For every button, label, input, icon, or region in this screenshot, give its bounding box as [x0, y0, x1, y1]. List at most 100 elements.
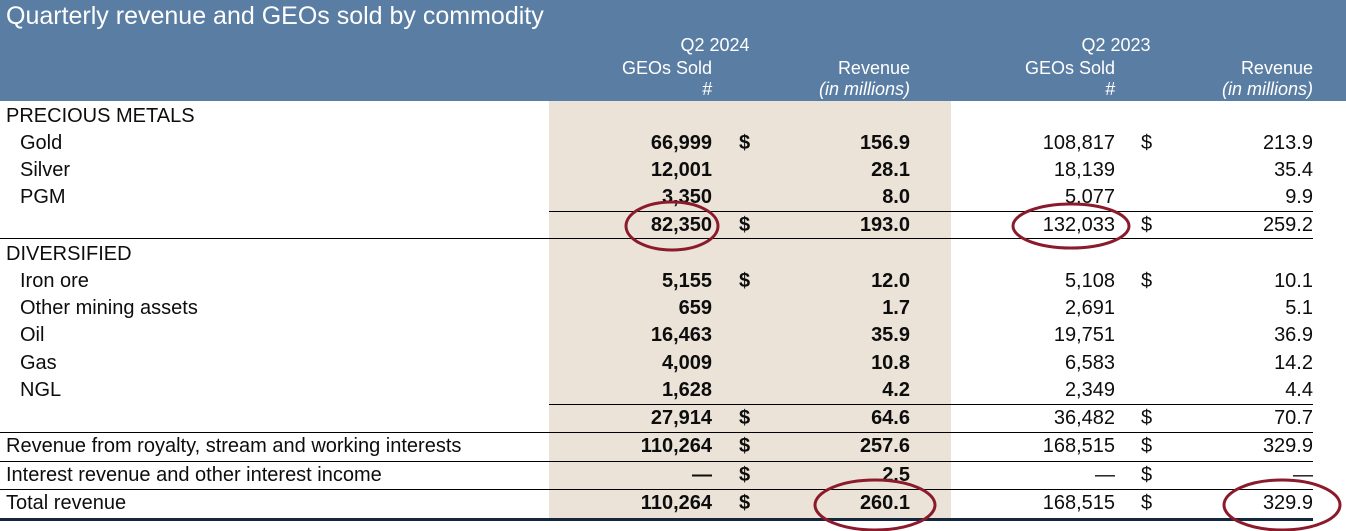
period-q2-2023: Q2 2023	[1081, 35, 1151, 55]
subtotal-row-diversified: 27,914 $ 64.6 36,482 $ 70.7	[0, 405, 1346, 432]
revenue-header-2024: Revenue	[837, 58, 910, 78]
total-rule	[0, 489, 1313, 490]
geos-2024: 1,628	[661, 379, 712, 401]
geos-unit-header-2023: #	[1104, 79, 1115, 99]
table-row: Other mining assets 659 1.7 2,691 5.1	[0, 295, 1346, 322]
dollar-2024: $	[739, 132, 751, 154]
geos-2023: 36,482	[1053, 407, 1115, 429]
revenue-2023: 36.9	[1274, 324, 1313, 346]
dollar-2024: $	[739, 435, 751, 457]
table-header: Quarterly revenue and GEOs sold by commo…	[0, 0, 1346, 101]
section-label: PRECIOUS METALS	[6, 105, 195, 127]
row-label: Iron ore	[20, 270, 89, 292]
geos-2024: 27,914	[650, 407, 712, 429]
row-label: Silver	[20, 159, 71, 181]
bottom-rule	[0, 518, 1313, 521]
revenue-unit-header-2023: (in millions)	[1221, 79, 1313, 99]
revenue-2024: 64.6	[871, 407, 910, 429]
section-label: DIVERSIFIED	[6, 243, 132, 265]
revenue-2024: 1.7	[882, 297, 910, 319]
section-row-precious-metals: PRECIOUS METALS	[0, 103, 1346, 130]
geos-2023: —	[1095, 464, 1115, 486]
row-label: NGL	[20, 379, 62, 401]
dollar-2023: $	[1141, 407, 1153, 429]
table-row-total-revenue: Total revenue 110,264 $ 260.1 168,515 $ …	[0, 490, 1346, 517]
table-row: Gold 66,999 $ 156.9 108,817 $ 213.9	[0, 130, 1346, 157]
revenue-unit-header-2024: (in millions)	[818, 79, 910, 99]
revenue-2024: 193.0	[859, 214, 910, 236]
table-row-interest-revenue: Interest revenue and other interest inco…	[0, 462, 1346, 489]
dollar-2023: $	[1141, 464, 1153, 486]
dollar-2024: $	[739, 464, 751, 486]
row-label: Total revenue	[6, 492, 127, 514]
geos-2024: 82,350	[650, 214, 712, 236]
table-row: Gas 4,009 10.8 6,583 14.2	[0, 350, 1346, 377]
geos-2023: 19,751	[1053, 324, 1115, 346]
revenue-2024: 257.6	[859, 435, 910, 457]
dollar-2023: $	[1141, 214, 1153, 236]
dollar-2023: $	[1141, 270, 1153, 292]
revenue-2023: 4.4	[1285, 379, 1313, 401]
dollar-2024: $	[739, 492, 751, 514]
revenue-2024: 156.9	[859, 132, 910, 154]
revenue-2023: 213.9	[1262, 132, 1313, 154]
revenue-2024: 35.9	[871, 324, 910, 346]
row-rule	[0, 461, 1313, 462]
revenue-2023: 35.4	[1274, 159, 1313, 181]
table-row: NGL 1,628 4.2 2,349 4.4	[0, 377, 1346, 404]
table-row: Silver 12,001 28.1 18,139 35.4	[0, 157, 1346, 184]
geos-2023: 6,583	[1064, 352, 1115, 374]
geos-2024: 110,264	[640, 435, 712, 457]
section-rule	[0, 238, 1313, 239]
revenue-2023: 14.2	[1274, 352, 1313, 374]
revenue-2023: 5.1	[1285, 297, 1313, 319]
revenue-2023: 70.7	[1274, 407, 1313, 429]
geos-2024: —	[692, 464, 712, 486]
revenue-2024: 2.5	[882, 464, 910, 486]
subtotal-row-precious-metals: 82,350 $ 193.0 132,033 $ 259.2	[0, 212, 1346, 239]
revenue-header-2023: Revenue	[1240, 58, 1313, 78]
geos-2023: 2,349	[1064, 379, 1115, 401]
table-row: Iron ore 5,155 $ 12.0 5,108 $ 10.1	[0, 268, 1346, 295]
row-label: Gas	[20, 352, 57, 374]
geos-sold-header-2024: GEOs Sold	[621, 58, 712, 78]
geos-2024: 66,999	[650, 132, 712, 154]
row-label: Interest revenue and other interest inco…	[6, 464, 382, 486]
table-row: Oil 16,463 35.9 19,751 36.9	[0, 322, 1346, 349]
geos-2024: 16,463	[650, 324, 712, 346]
revenue-2023: 259.2	[1262, 214, 1313, 236]
geos-2023: 5,077	[1064, 186, 1115, 208]
geos-2024: 5,155	[661, 270, 712, 292]
subtotal-rule	[549, 404, 1313, 405]
section-row-diversified: DIVERSIFIED	[0, 241, 1346, 268]
dollar-2024: $	[739, 270, 751, 292]
geos-2024: 3,350	[661, 186, 712, 208]
row-label: Revenue from royalty, stream and working…	[6, 435, 462, 457]
geos-2023: 18,139	[1053, 159, 1115, 181]
geos-unit-header-2024: #	[701, 79, 712, 99]
row-label: Other mining assets	[20, 297, 198, 319]
revenue-2023: 329.9	[1262, 492, 1313, 514]
table-row-royalty-revenue: Revenue from royalty, stream and working…	[0, 433, 1346, 460]
table-row: PGM 3,350 8.0 5,077 9.9	[0, 184, 1346, 211]
dollar-2024: $	[739, 214, 751, 236]
dollar-2023: $	[1141, 132, 1153, 154]
dollar-2023: $	[1141, 435, 1153, 457]
geos-sold-header-2023: GEOs Sold	[1024, 58, 1115, 78]
revenue-2024: 28.1	[871, 159, 910, 181]
dollar-2023: $	[1141, 492, 1153, 514]
revenue-2024: 4.2	[882, 379, 910, 401]
revenue-2024: 260.1	[859, 492, 910, 514]
revenue-2023: 329.9	[1262, 435, 1313, 457]
subtotal-rule	[549, 211, 1313, 212]
dollar-2024: $	[739, 407, 751, 429]
row-label: Oil	[20, 324, 45, 346]
revenue-2024: 12.0	[871, 270, 910, 292]
geos-2023: 168,515	[1042, 492, 1115, 514]
geos-2023: 2,691	[1064, 297, 1115, 319]
revenue-2023: 10.1	[1274, 270, 1313, 292]
geos-2023: 5,108	[1064, 270, 1115, 292]
revenue-2023: —	[1293, 464, 1313, 486]
row-label: PGM	[20, 186, 66, 208]
section-rule	[0, 432, 1313, 433]
